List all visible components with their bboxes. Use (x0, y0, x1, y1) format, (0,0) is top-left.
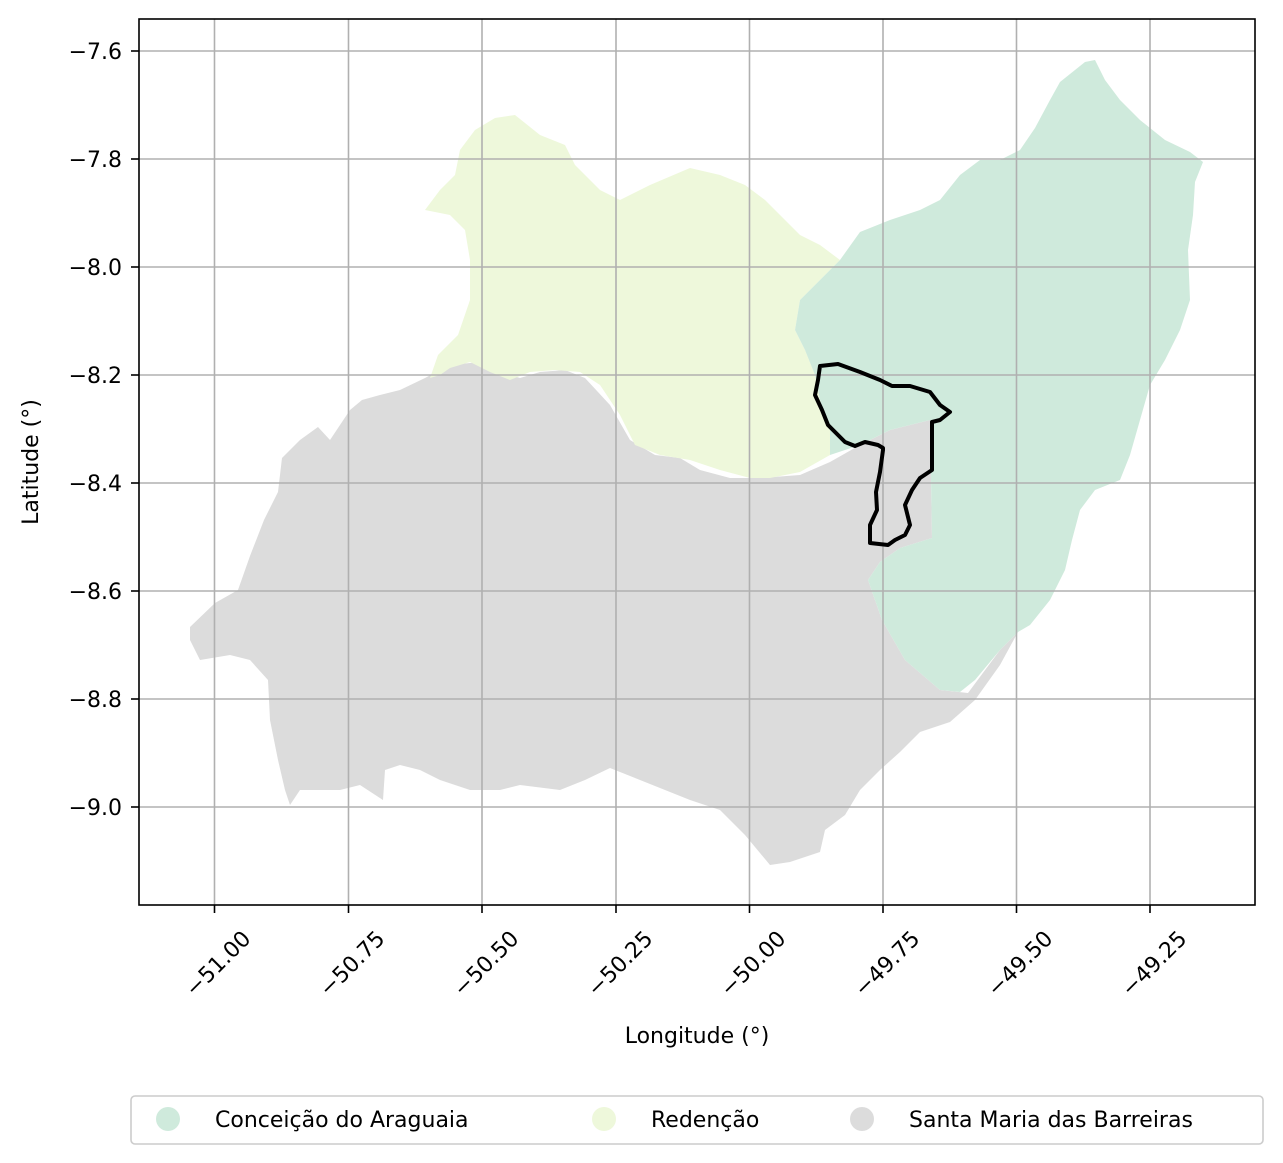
grid-lines (139, 19, 1255, 905)
highlight-outline (813, 362, 952, 547)
region-redencao (425, 115, 840, 478)
region-conceicao-do-araguaia (795, 60, 1203, 692)
legend-frame (130, 1095, 1264, 1145)
y-axis-label: Latitude (°) (19, 399, 44, 525)
x-tick-label: −49.75 (850, 927, 925, 1002)
x-axis: −51.00 −50.75 −50.50 −50.25 −50.00 −49.7… (181, 905, 1192, 1002)
y-axis: −7.6 −7.8 −8.0 −8.2 −8.4 −8.6 −8.8 −9.0 (69, 40, 139, 821)
y-tick-label: −8.4 (69, 472, 122, 497)
legend-label: Santa Maria das Barreiras (909, 1108, 1193, 1133)
x-tick-label: −50.50 (449, 927, 524, 1002)
legend: Conceição do Araguaia Redenção Santa Mar… (130, 1095, 1264, 1145)
x-tick-label: −50.25 (583, 927, 658, 1002)
region-santa-maria-das-barreiras (190, 362, 1018, 865)
x-tick-label: −51.00 (181, 927, 256, 1002)
y-tick-label: −7.8 (69, 148, 122, 173)
regions-layer (190, 60, 1203, 865)
y-tick-label: −8.0 (69, 256, 122, 281)
axes-frame (138, 18, 1256, 906)
x-tick-label: −49.25 (1117, 927, 1192, 1002)
y-tick-label: −8.2 (69, 364, 122, 389)
legend-label: Conceição do Araguaia (215, 1108, 469, 1133)
legend-marker (850, 1107, 874, 1131)
legend-label: Redenção (651, 1108, 759, 1133)
x-tick-label: −49.50 (983, 927, 1058, 1002)
legend-marker (592, 1107, 616, 1131)
y-tick-label: −7.6 (69, 40, 122, 65)
y-tick-label: −8.8 (69, 688, 122, 713)
x-tick-label: −50.00 (716, 927, 791, 1002)
y-tick-label: −8.6 (69, 580, 122, 605)
y-tick-label: −9.0 (69, 796, 122, 821)
x-axis-label: Longitude (°) (625, 1024, 770, 1049)
x-tick-label: −50.75 (315, 927, 390, 1002)
legend-marker (156, 1107, 180, 1131)
